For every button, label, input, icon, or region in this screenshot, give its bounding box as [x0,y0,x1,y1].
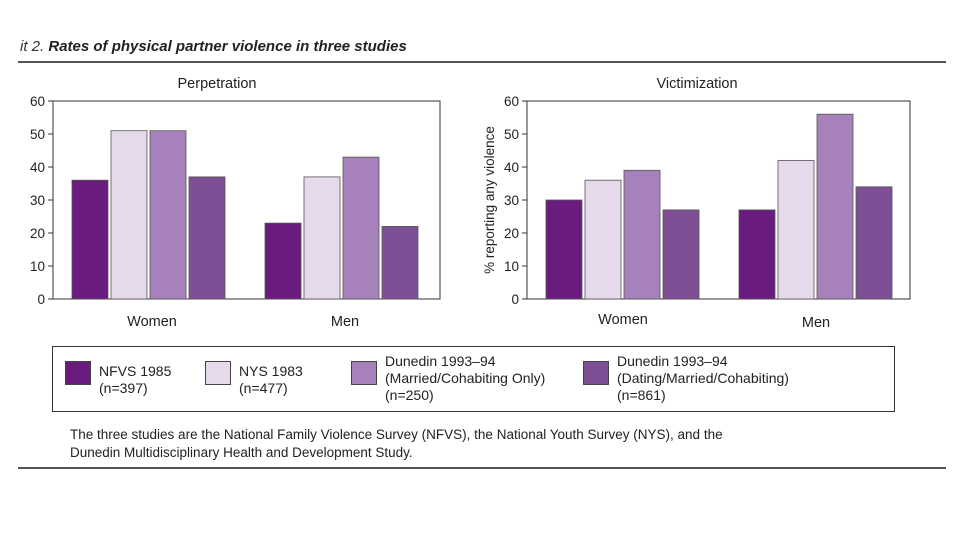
y-tick-label: 30 [504,193,519,208]
legend-label-line: (Married/Cohabiting Only) [385,370,546,386]
bar [264,222,302,300]
y-axis-label: % reporting any violence [482,126,497,274]
bar [149,130,187,300]
exhibit-prefix: it 2. [20,38,45,55]
bar [584,179,622,300]
y-tick-label: 40 [30,160,45,175]
chart-panel-1: Perpetration 0 10 20 30 40 50 60 Women Men [30,76,441,330]
bar [381,225,419,300]
y-tick-label: 20 [504,226,519,241]
footnote-line-1: The three studies are the National Famil… [70,427,723,442]
legend: NFVS 1985 (n=397) NYS 1983 (n=477) Dunedin 1… [52,346,895,412]
bar [816,113,854,300]
legend-label-line: (n=861) [617,387,666,403]
bar [777,159,815,300]
bar [623,169,661,300]
y-tick-label: 10 [504,259,519,274]
bar [738,209,776,300]
bottom-rule [18,467,946,469]
legend-label-line: NFVS 1985 [99,363,172,379]
y-tick-label: 60 [504,94,519,109]
bar [545,199,583,300]
chart-panel-2: Victimization 0 10 20 30 40 50 60 % reporting an… [482,76,911,331]
top-rule [18,61,946,63]
y-tick-label: 40 [504,160,519,175]
bar [855,186,893,300]
bar [342,156,380,300]
legend-label: NYS 1983 (n=477) [239,363,303,397]
bar [662,209,700,300]
exhibit-title: it 2. Rates of physical partner violence… [20,38,407,55]
category-label: Men [802,315,830,331]
legend-swatch [583,361,609,385]
legend-swatch [65,361,91,385]
bar [110,130,148,300]
legend-label: NFVS 1985 (n=397) [99,363,171,397]
bar [71,179,109,300]
legend-label-line: (Dating/Married/Cohabiting) [617,370,789,386]
category-label: Women [127,314,177,330]
footnote: The three studies are the National Famil… [70,426,930,462]
legend-swatch [205,361,231,385]
legend-swatch [351,361,377,385]
y-tick-label: 50 [504,127,519,142]
legend-label-line: (n=477) [239,380,288,396]
y-tick-label: 60 [30,94,45,109]
footnote-line-2: Dunedin Multidisciplinary Health and Dev… [70,445,413,460]
y-tick-label: 50 [30,127,45,142]
bar [188,176,226,300]
legend-label-line: Dunedin 1993–94 [385,353,496,369]
legend-label-line: (n=397) [99,380,148,396]
chart-title: Perpetration [178,76,257,92]
y-tick-label: 10 [30,259,45,274]
y-tick-label: 30 [30,193,45,208]
legend-label: Dunedin 1993–94 (Dating/Married/Cohabitin… [617,353,789,404]
category-label: Men [331,314,359,330]
legend-label: Dunedin 1993–94 (Married/Cohabiting Only)… [385,353,545,404]
legend-label-line: NYS 1983 [239,363,303,379]
y-tick-label: 0 [511,292,519,307]
category-label: Women [598,312,648,328]
legend-label-line: Dunedin 1993–94 [617,353,728,369]
exhibit-main-title: Rates of physical partner violence in th… [48,38,407,55]
bar [303,176,341,300]
chart-title: Victimization [656,76,737,92]
y-tick-label: 0 [37,292,45,307]
legend-label-line: (n=250) [385,387,434,403]
y-tick-label: 20 [30,226,45,241]
